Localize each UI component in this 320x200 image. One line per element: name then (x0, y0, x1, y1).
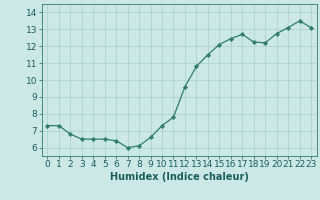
X-axis label: Humidex (Indice chaleur): Humidex (Indice chaleur) (110, 172, 249, 182)
